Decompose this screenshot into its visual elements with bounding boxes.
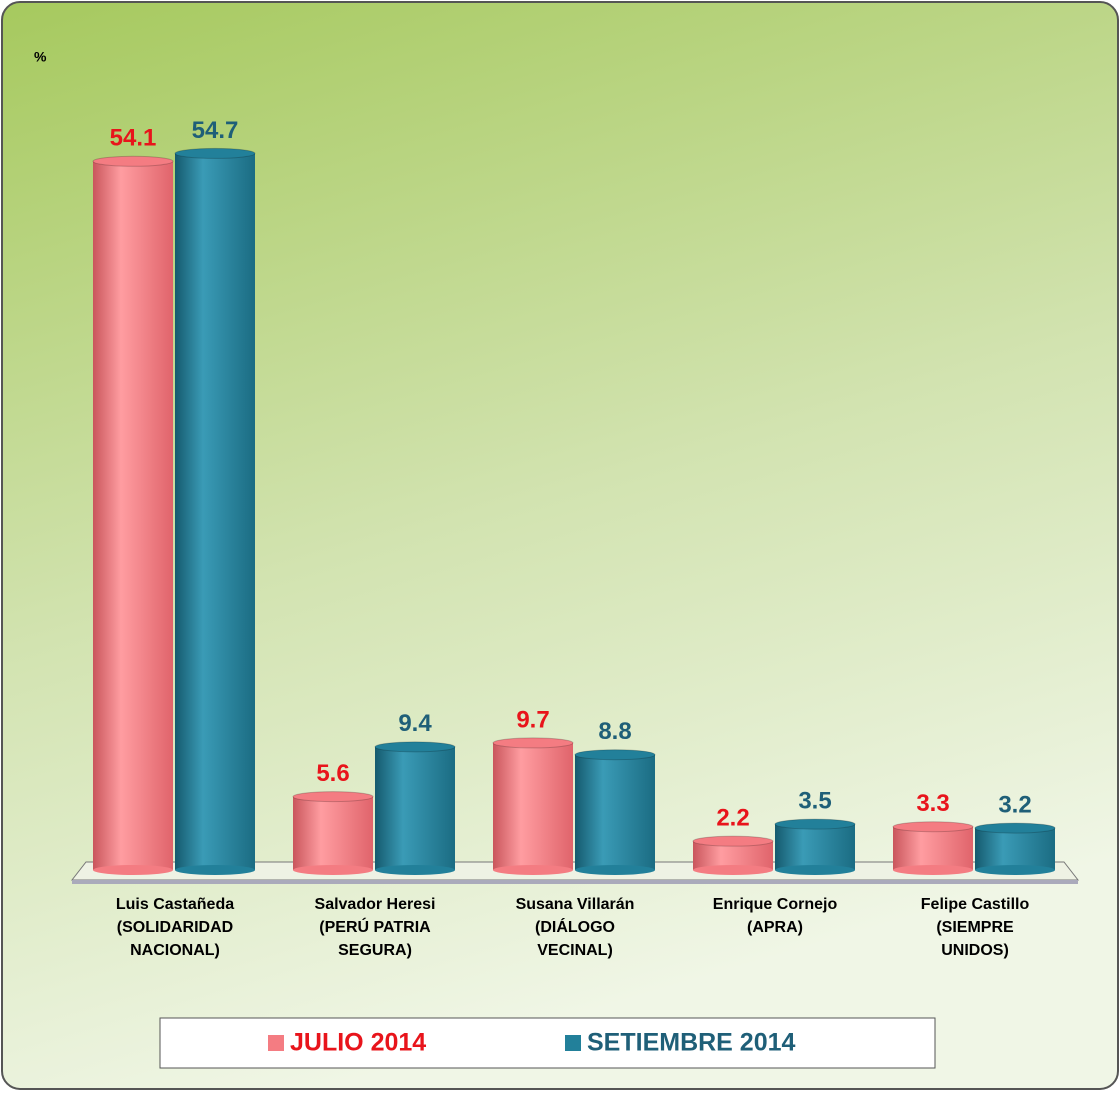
bar-base [575,865,655,875]
value-label: 2.2 [716,805,749,832]
bar-body [975,828,1055,870]
x-tick-label: Felipe Castillo [921,896,1030,913]
bar [774,818,856,875]
x-tick-label: Salvador Heresi [315,896,436,913]
bar-top [492,737,574,749]
y-axis-label: % [34,49,47,65]
bar-body [893,826,973,870]
bar-top [92,155,174,167]
x-tick-label: Luis Castañeda [116,896,234,913]
value-label: 54.7 [192,117,239,144]
x-tick-label: (APRA) [747,919,803,936]
legend-swatch [268,1035,284,1051]
bar [974,822,1056,875]
bar-body [375,746,455,870]
legend-label: SETIEMBRE 2014 [587,1029,796,1057]
x-tick-label: Enrique Cornejo [713,896,838,913]
bar [374,741,456,875]
bar-top [374,741,456,753]
x-tick-label: (PERÚ PATRIA [319,917,431,936]
bar [92,155,174,875]
floor-edge [72,880,1078,884]
bar-body [293,796,373,870]
bar-base [693,865,773,875]
bar-top [774,818,856,830]
x-tick-label: UNIDOS) [941,942,1009,959]
bar-base [175,865,255,875]
legend-swatch [565,1035,581,1051]
x-tick-label: VECINAL) [537,942,613,959]
bar-base [293,865,373,875]
bar-base [775,865,855,875]
bar-top [174,147,256,159]
x-tick-label: SEGURA) [338,942,412,959]
bar-body [493,742,573,870]
x-tick-label: (SIEMPRE [936,919,1014,936]
value-label: 3.2 [998,791,1031,818]
bar-base [975,865,1055,875]
bar-body [175,153,255,870]
x-tick-label: (SOLIDARIDAD [117,919,233,936]
bar [492,737,574,875]
x-tick-label: NACIONAL) [130,942,220,959]
bar-top [974,822,1056,834]
legend-label: JULIO 2014 [290,1029,426,1057]
bar-base [375,865,455,875]
bar-base [493,865,573,875]
bar [692,835,774,875]
value-label: 3.3 [916,790,949,817]
bar [292,791,374,875]
value-label: 9.7 [516,706,549,733]
x-tick-label: Susana Villarán [516,896,635,913]
bar-top [292,791,374,803]
bar-top [892,821,974,833]
bar-base [93,865,173,875]
bar [174,147,256,875]
bar-top [692,835,774,847]
legend [159,1017,936,1069]
bar-top [574,749,656,761]
bar-base [893,865,973,875]
value-label: 5.6 [316,760,349,787]
value-label: 54.1 [110,125,157,152]
value-label: 9.4 [398,710,432,737]
bar [574,749,656,875]
bar [892,821,974,875]
value-label: 3.5 [798,787,831,814]
bar-body [575,754,655,870]
x-tick-label: (DIÁLOGO [535,917,615,936]
bar-body [775,824,855,870]
value-label: 8.8 [598,718,631,745]
bar-body [93,161,173,871]
